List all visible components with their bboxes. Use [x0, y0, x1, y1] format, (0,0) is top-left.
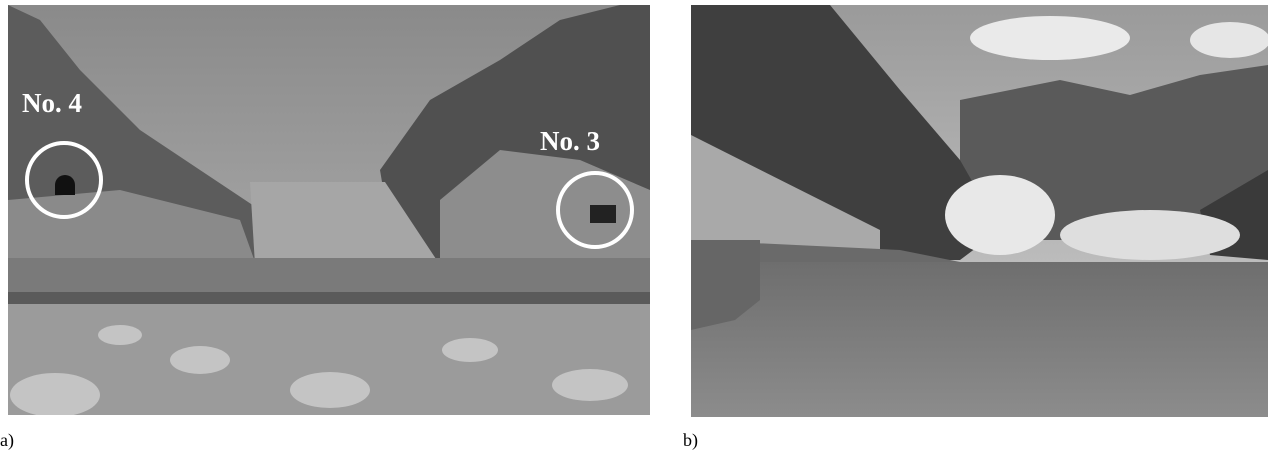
tunnel-label: No. 4 [22, 88, 82, 118]
tunnel-label: No. 3 [540, 126, 600, 156]
photo-a: No. 4 No. 3 [8, 5, 650, 417]
panel-label: b) [683, 430, 698, 451]
panel-label: a) [0, 430, 14, 451]
page: No. 4 No. 3 a) b) (() => { const data = … [0, 0, 1268, 457]
photo-b [691, 5, 1268, 417]
figure: No. 4 No. 3 a) b) [0, 0, 1268, 457]
